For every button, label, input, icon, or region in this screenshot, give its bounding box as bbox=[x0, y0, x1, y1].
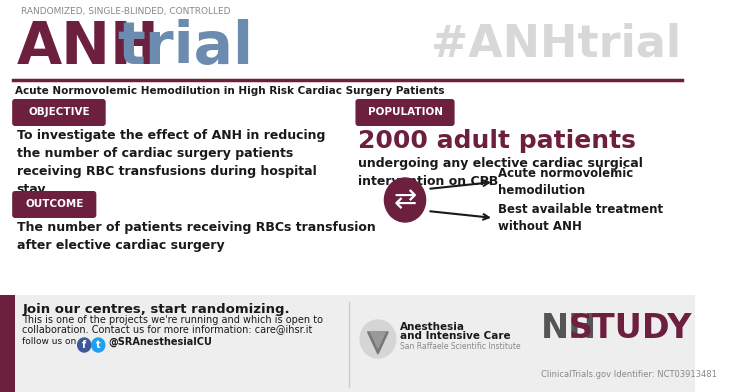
Text: trial: trial bbox=[117, 19, 253, 76]
Text: Anesthesia: Anesthesia bbox=[400, 322, 465, 332]
FancyBboxPatch shape bbox=[12, 191, 97, 218]
Text: This is one of the projects we're running and which is open to: This is one of the projects we're runnin… bbox=[22, 315, 323, 325]
FancyBboxPatch shape bbox=[12, 99, 106, 126]
Text: ANH: ANH bbox=[17, 19, 160, 76]
Text: undergoing any elective cardiac surgical
intervention on CPB: undergoing any elective cardiac surgical… bbox=[358, 157, 643, 188]
Text: Join our centres, start randomizing.: Join our centres, start randomizing. bbox=[22, 303, 290, 316]
Polygon shape bbox=[371, 332, 386, 348]
Circle shape bbox=[91, 338, 105, 352]
Text: Acute normovolemic
hemodilution: Acute normovolemic hemodilution bbox=[498, 167, 633, 197]
Text: The number of patients receiving RBCs transfusion
after elective cardiac surgery: The number of patients receiving RBCs tr… bbox=[17, 221, 376, 252]
Text: San Raffaele Scientific Institute: San Raffaele Scientific Institute bbox=[400, 342, 521, 351]
Text: NH: NH bbox=[541, 312, 597, 345]
Text: Acute Normovolemic Hemodilution in High Risk Cardiac Surgery Patients: Acute Normovolemic Hemodilution in High … bbox=[15, 86, 444, 96]
Text: To investigate the effect of ANH in reducing
the number of cardiac surgery patie: To investigate the effect of ANH in redu… bbox=[17, 129, 325, 196]
Text: @SRAnesthesiaICU: @SRAnesthesiaICU bbox=[108, 337, 212, 347]
Text: STUDY: STUDY bbox=[568, 312, 692, 345]
Text: POPULATION: POPULATION bbox=[368, 107, 443, 117]
Circle shape bbox=[360, 320, 396, 358]
Polygon shape bbox=[368, 332, 388, 354]
Text: OBJECTIVE: OBJECTIVE bbox=[28, 107, 90, 117]
Text: collaboration. Contact us for more information: care@ihsr.it: collaboration. Contact us for more infor… bbox=[22, 324, 313, 334]
Text: follow us on: follow us on bbox=[22, 337, 77, 346]
Text: Best available treatment
without ANH: Best available treatment without ANH bbox=[498, 203, 663, 233]
Text: t: t bbox=[96, 340, 100, 350]
Circle shape bbox=[77, 338, 91, 352]
Text: #ANHtrial: #ANHtrial bbox=[431, 22, 681, 65]
FancyBboxPatch shape bbox=[355, 99, 455, 126]
FancyBboxPatch shape bbox=[0, 295, 15, 392]
Text: and Intensive Care: and Intensive Care bbox=[400, 331, 511, 341]
Circle shape bbox=[384, 178, 426, 222]
Text: f: f bbox=[82, 340, 86, 350]
Text: ClinicalTrials.gov Identifier: NCT03913481: ClinicalTrials.gov Identifier: NCT039134… bbox=[541, 370, 716, 379]
Text: OUTCOME: OUTCOME bbox=[25, 199, 83, 209]
FancyBboxPatch shape bbox=[0, 295, 695, 392]
Text: 2000 adult patients: 2000 adult patients bbox=[358, 129, 636, 153]
Text: RANDOMIZED, SINGLE-BLINDED, CONTROLLED: RANDOMIZED, SINGLE-BLINDED, CONTROLLED bbox=[21, 7, 230, 16]
Text: ⇄: ⇄ bbox=[393, 186, 417, 214]
